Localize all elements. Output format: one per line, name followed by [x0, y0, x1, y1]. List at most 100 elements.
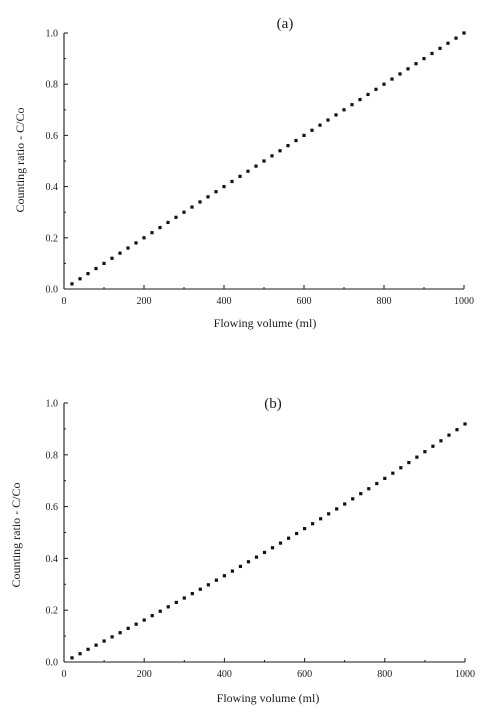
data-point: [278, 541, 283, 545]
data-point: [318, 123, 322, 127]
data-point: [70, 282, 74, 286]
data-point: [455, 428, 459, 432]
data-point: [262, 550, 267, 555]
data-point: [286, 536, 291, 540]
data-point: [230, 569, 235, 573]
x-axis-label: Flowing volume (ml): [217, 691, 320, 705]
data-point: [166, 605, 170, 609]
data-point: [230, 179, 234, 184]
data-point: [94, 266, 98, 271]
y-tick-label: 0.8: [46, 450, 59, 461]
y-tick-label: 1.0: [46, 399, 59, 410]
data-point: [391, 471, 395, 475]
data-point: [246, 560, 251, 564]
x-ticks: 0 200 400 600 800 1000: [62, 658, 475, 680]
data-point: [431, 444, 435, 448]
data-point: [190, 205, 194, 209]
data-point: [78, 652, 82, 656]
data-point: [158, 609, 162, 613]
data-point: [374, 87, 378, 91]
data-point: [126, 246, 130, 250]
panel-label: (a): [277, 16, 294, 32]
data-point: [343, 502, 347, 506]
data-point: [367, 487, 371, 491]
data-point: [375, 481, 379, 486]
data-point: [327, 512, 331, 516]
data-point: [110, 635, 114, 639]
data-point: [206, 583, 210, 587]
y-tick-label: 0.6: [46, 131, 59, 142]
data-point: [438, 46, 442, 50]
data-point: [150, 231, 154, 235]
data-point: [303, 527, 307, 531]
data-point: [350, 103, 354, 107]
data-point: [390, 77, 394, 81]
x-tick-label: 800: [377, 669, 392, 680]
y-tick-label: 0.4: [46, 182, 59, 193]
data-series: [70, 422, 467, 660]
data-point: [302, 133, 306, 137]
y-ticks: 0.0 0.2 0.4 0.6 0.8 1.0: [46, 29, 68, 296]
data-point: [182, 210, 186, 214]
data-point: [382, 82, 386, 86]
data-point: [142, 618, 146, 622]
data-point: [270, 154, 274, 158]
x-ticks: 0 200 400 600 800 1000: [62, 285, 474, 307]
y-axis-label: Counting ratio - C/Co: [9, 483, 23, 588]
data-point: [463, 422, 467, 426]
data-point: [319, 517, 323, 521]
panel-label: (b): [264, 396, 282, 412]
y-tick-label: 0.6: [46, 502, 59, 513]
x-tick-label: 400: [217, 669, 232, 680]
data-point: [422, 57, 426, 61]
x-tick-label: 800: [377, 296, 392, 307]
data-point: [166, 220, 170, 225]
x-tick-label: 0: [62, 296, 67, 307]
data-point: [278, 149, 282, 153]
data-point: [86, 272, 90, 276]
data-point: [134, 241, 138, 245]
data-point: [430, 51, 434, 56]
data-point: [214, 190, 218, 194]
data-point: [294, 531, 299, 536]
data-point: [222, 574, 226, 578]
data-point: [446, 41, 450, 45]
data-point: [454, 36, 458, 40]
y-axis-label: Counting ratio - C/Co: [13, 108, 27, 213]
data-point: [294, 138, 298, 143]
data-point: [359, 492, 363, 496]
data-point: [118, 251, 122, 255]
data-point: [311, 522, 315, 526]
data-point: [310, 128, 314, 132]
data-point: [110, 256, 114, 260]
data-point: [126, 626, 130, 630]
x-tick-label: 1000: [455, 669, 475, 680]
data-point: [270, 546, 275, 550]
data-point: [383, 476, 387, 480]
data-point: [86, 647, 90, 651]
data-point: [439, 439, 443, 443]
data-point: [462, 31, 466, 35]
data-point: [447, 433, 451, 437]
data-series: [70, 31, 466, 286]
data-point: [174, 215, 178, 219]
x-tick-label: 600: [297, 296, 312, 307]
y-tick-label: 0.4: [46, 554, 59, 565]
y-tick-label: 0.0: [46, 658, 59, 669]
data-point: [142, 236, 146, 240]
data-point: [174, 600, 178, 605]
data-point: [222, 185, 226, 189]
data-point: [399, 466, 403, 470]
x-tick-label: 600: [297, 669, 312, 680]
chart-panel-b: (b) Counting ratio - C/Co Flowing volume…: [9, 396, 475, 705]
data-point: [406, 67, 410, 71]
x-tick-label: 200: [137, 296, 152, 307]
data-point: [118, 631, 122, 635]
data-point: [335, 507, 339, 511]
data-point: [366, 92, 370, 97]
data-point: [254, 555, 259, 559]
data-point: [286, 144, 290, 148]
x-tick-label: 400: [217, 296, 232, 307]
y-tick-label: 0.8: [46, 80, 59, 91]
